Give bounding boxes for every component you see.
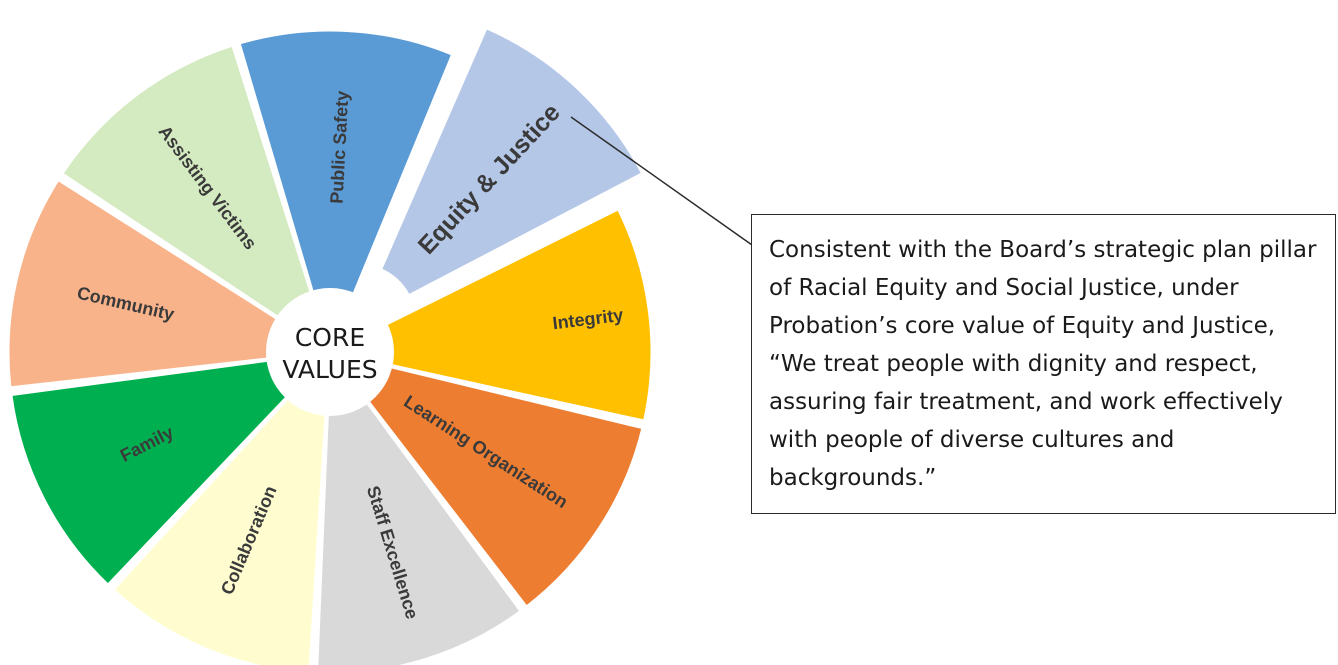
center-circle xyxy=(266,288,394,416)
equity-justice-callout-box: Consistent with the Board’s strategic pl… xyxy=(751,214,1336,514)
equity-justice-slice xyxy=(378,25,645,298)
center-title-line2: VALUES xyxy=(282,355,377,384)
callout-text: Consistent with the Board’s strategic pl… xyxy=(769,237,1317,491)
center-title-line1: CORE xyxy=(295,323,365,352)
callout-connector-line xyxy=(570,116,753,246)
